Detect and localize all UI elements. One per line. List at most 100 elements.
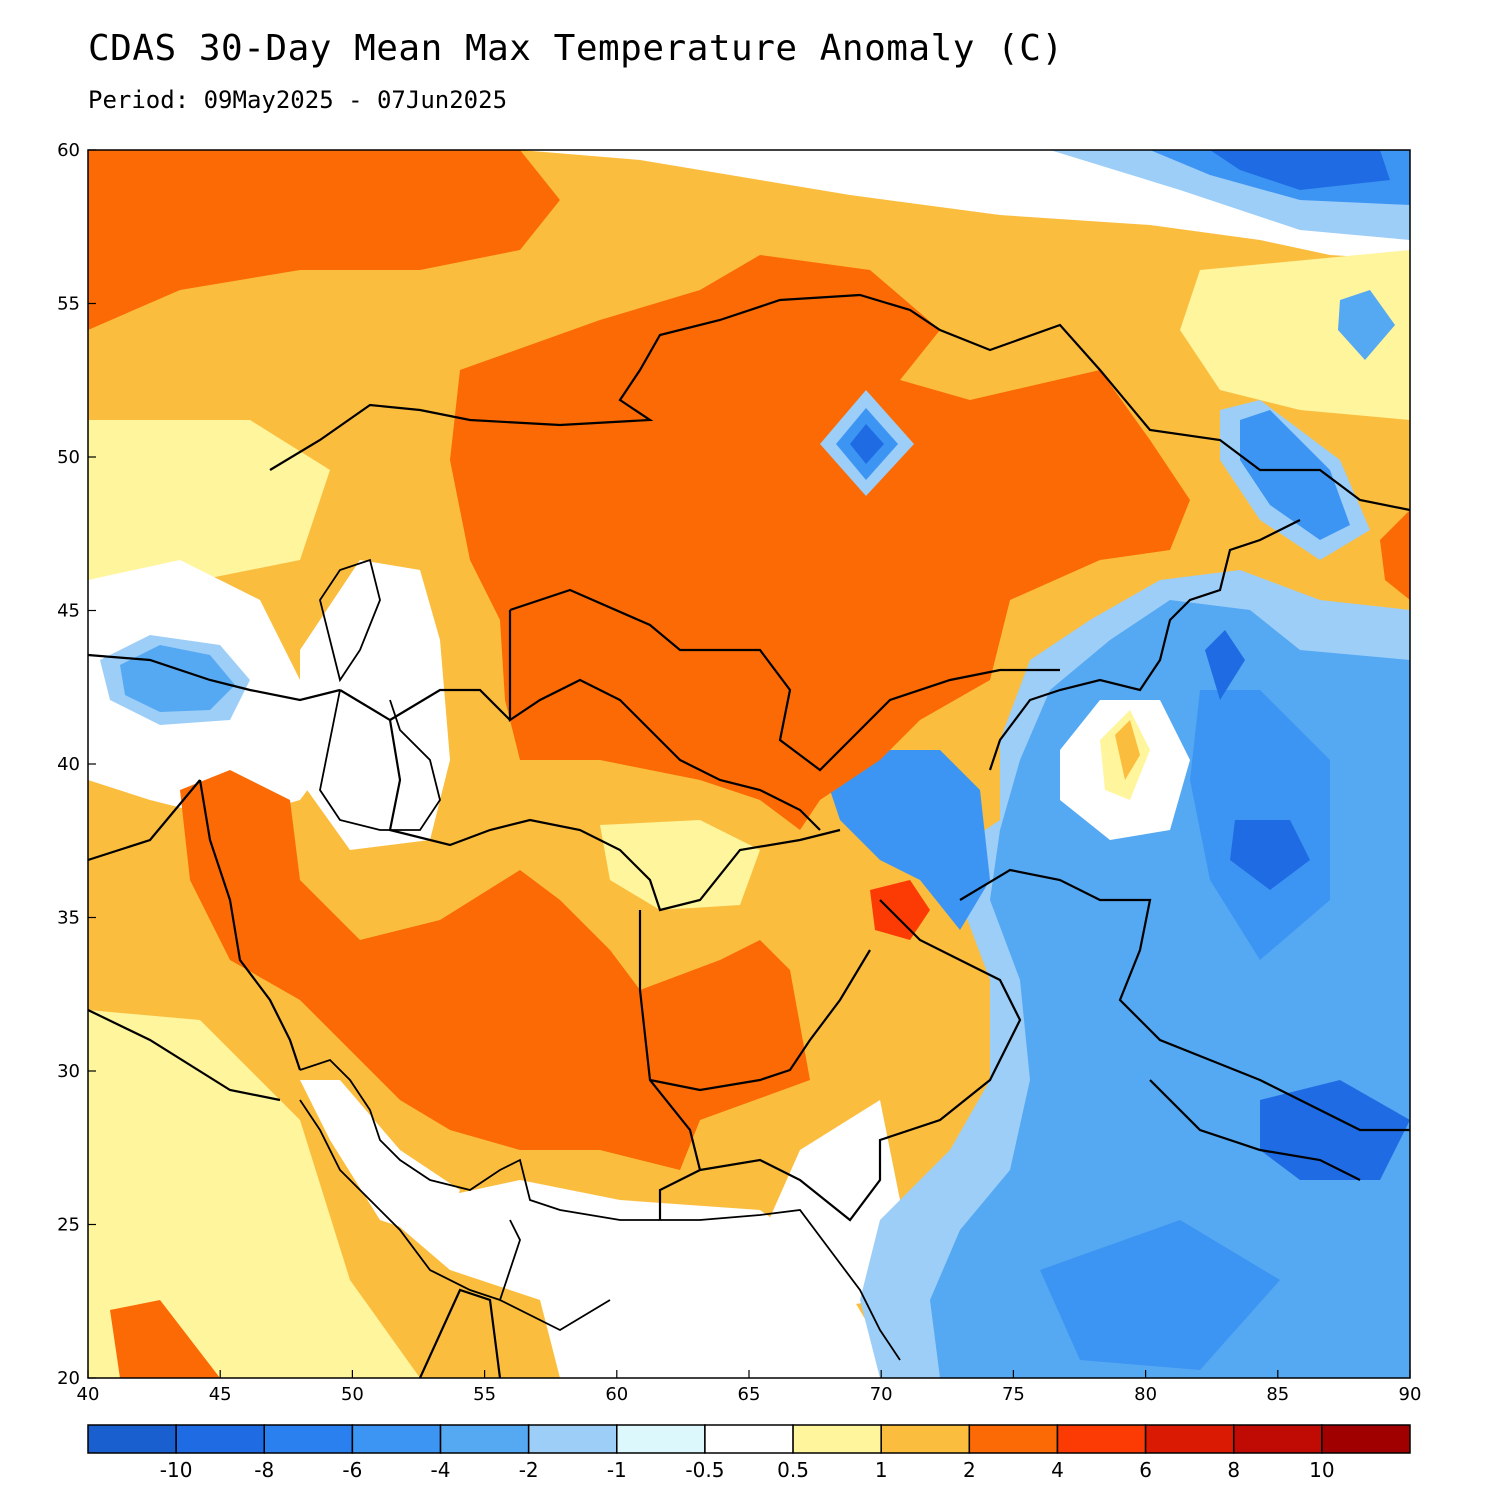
colorbar-swatch (616, 1424, 706, 1454)
lon-tick-label: 90 (1399, 1384, 1422, 1405)
anomaly-blue-northeast-core (1210, 150, 1390, 190)
coast-oman (499, 1299, 611, 1332)
border-pakistan (699, 899, 1022, 1222)
colorbar-label: -6 (342, 1458, 362, 1482)
colorbar-label: 0.5 (777, 1458, 809, 1482)
anomaly-field (88, 150, 1410, 1378)
colorbar-swatch (1144, 1424, 1235, 1454)
coast-caspian-south (319, 689, 441, 831)
colorbar-swatch (1232, 1424, 1323, 1454)
lat-tick-label: 25 (57, 1215, 80, 1236)
lat-tick-label: 45 (57, 601, 80, 622)
anomaly-yellow-turkmen (600, 820, 760, 910)
lon-tick-label: 60 (605, 1384, 628, 1405)
colorbar-label: -1 (607, 1458, 627, 1482)
anomaly-orange-tarim (1115, 720, 1140, 780)
border-nepal (1149, 1079, 1361, 1181)
colorbar-swatch (439, 1424, 530, 1454)
colorbar-label: 10 (1309, 1458, 1334, 1482)
anomaly-blue-pamir (830, 750, 990, 930)
anomaly-orange-iran (180, 770, 810, 1170)
anomaly-red-kashmir (870, 880, 930, 940)
colorbar-swatch (968, 1424, 1059, 1454)
border-uzbek-kazakh (509, 588, 1060, 772)
border-north (269, 293, 1410, 512)
anomaly-white-caspian (300, 560, 450, 850)
anomaly-yellow-arabia (88, 1010, 420, 1378)
anomaly-orange-east-edge (1380, 510, 1410, 600)
lon-tick-label: 65 (738, 1384, 761, 1405)
colorbar-swatch (263, 1424, 354, 1454)
colorbar-swatch (704, 1424, 794, 1454)
anomaly-orange-kazakhstan (450, 255, 1190, 830)
anomaly-blue-georgia (120, 645, 235, 712)
lat-tick-label: 60 (57, 140, 80, 161)
anomaly-blue-altai (1205, 630, 1245, 700)
anomaly-blue-tibet-core (1230, 820, 1310, 890)
border-china-kazakh (988, 519, 1301, 771)
anomaly-blue-mongolia (1240, 410, 1350, 540)
colorbar-label: -4 (431, 1458, 451, 1482)
lat-tick-label: 55 (57, 294, 80, 315)
colorbar-label: 4 (1051, 1458, 1064, 1482)
coastlines (299, 558, 901, 1361)
colorbar-label: -10 (160, 1458, 193, 1482)
colorbar-label: -2 (519, 1458, 539, 1482)
anomaly-blue-india (1040, 1220, 1280, 1370)
border-saudi-north (88, 1009, 281, 1102)
lat-tick-label: 30 (57, 1061, 80, 1082)
coast-gulf-iran (299, 1058, 901, 1361)
border-afghan-pak (649, 949, 871, 1092)
anomaly-orange-russia (88, 150, 560, 330)
border-iran-north (339, 689, 841, 912)
colorbar-swatch (1056, 1424, 1147, 1454)
lon-tick-label: 55 (473, 1384, 496, 1405)
lat-tick-label: 50 (57, 447, 80, 468)
anomaly-blue-nepal (1260, 1080, 1410, 1180)
anomaly-white-gulf (300, 1080, 460, 1240)
lon-tick-label: 85 (1266, 1384, 1289, 1405)
colorbar-swatch (351, 1424, 442, 1454)
colorbar-label: 8 (1227, 1458, 1240, 1482)
colorbar-label: 2 (963, 1458, 976, 1482)
colorbar-swatch (1321, 1424, 1411, 1454)
colorbar-label: -8 (254, 1458, 274, 1482)
border-iraq-iran (198, 779, 302, 1071)
border-turkey-syria (88, 779, 201, 862)
border-china-india (959, 868, 1410, 1132)
coast-caspian-north (319, 558, 381, 683)
colorbar-swatch (175, 1424, 266, 1454)
colorbar-swatch (87, 1424, 177, 1454)
anomaly-blue-baikal (1338, 290, 1395, 360)
border-turkmen (508, 610, 821, 831)
colorbar: -10 -8 -6 -4 -2 -1 -0.5 0.5 1 2 4 6 8 10 (87, 1424, 1411, 1482)
border-caucasus (88, 653, 341, 702)
border-afghan-iran (638, 910, 702, 1220)
anomaly-blue-diamond-core (850, 424, 884, 464)
colorbar-label: 1 (875, 1458, 888, 1482)
lat-axis: 20 25 30 35 40 45 50 55 60 (57, 140, 96, 1389)
lon-tick-label: 45 (209, 1384, 232, 1405)
lat-tick-label: 40 (57, 754, 80, 775)
colorbar-label: 6 (1139, 1458, 1152, 1482)
map-title: CDAS 30-Day Mean Max Temperature Anomaly… (88, 28, 1064, 69)
lat-tick-label: 35 (57, 908, 80, 929)
anomaly-orange-yemen (110, 1300, 220, 1378)
country-borders (88, 293, 1410, 1378)
anomaly-yellow-west (88, 420, 330, 600)
border-oman (418, 1288, 502, 1378)
colorbar-swatch (880, 1424, 971, 1454)
lon-tick-label: 40 (77, 1384, 100, 1405)
colorbar-label: -0.5 (685, 1458, 724, 1482)
lon-tick-label: 50 (341, 1384, 364, 1405)
lon-axis: 40 45 50 55 60 65 70 75 80 85 90 (77, 1370, 1422, 1405)
border-caspian-east (389, 688, 511, 721)
lon-tick-label: 80 (1134, 1384, 1157, 1405)
lon-tick-label: 70 (870, 1384, 893, 1405)
map-subtitle: Period: 09May2025 - 07Jun2025 (88, 86, 508, 114)
coast-arabia (299, 1099, 521, 1302)
colorbar-swatch (527, 1424, 618, 1454)
anomaly-yellow-mongolia (1180, 250, 1410, 420)
anomaly-white-arabian-sea (380, 1180, 900, 1378)
